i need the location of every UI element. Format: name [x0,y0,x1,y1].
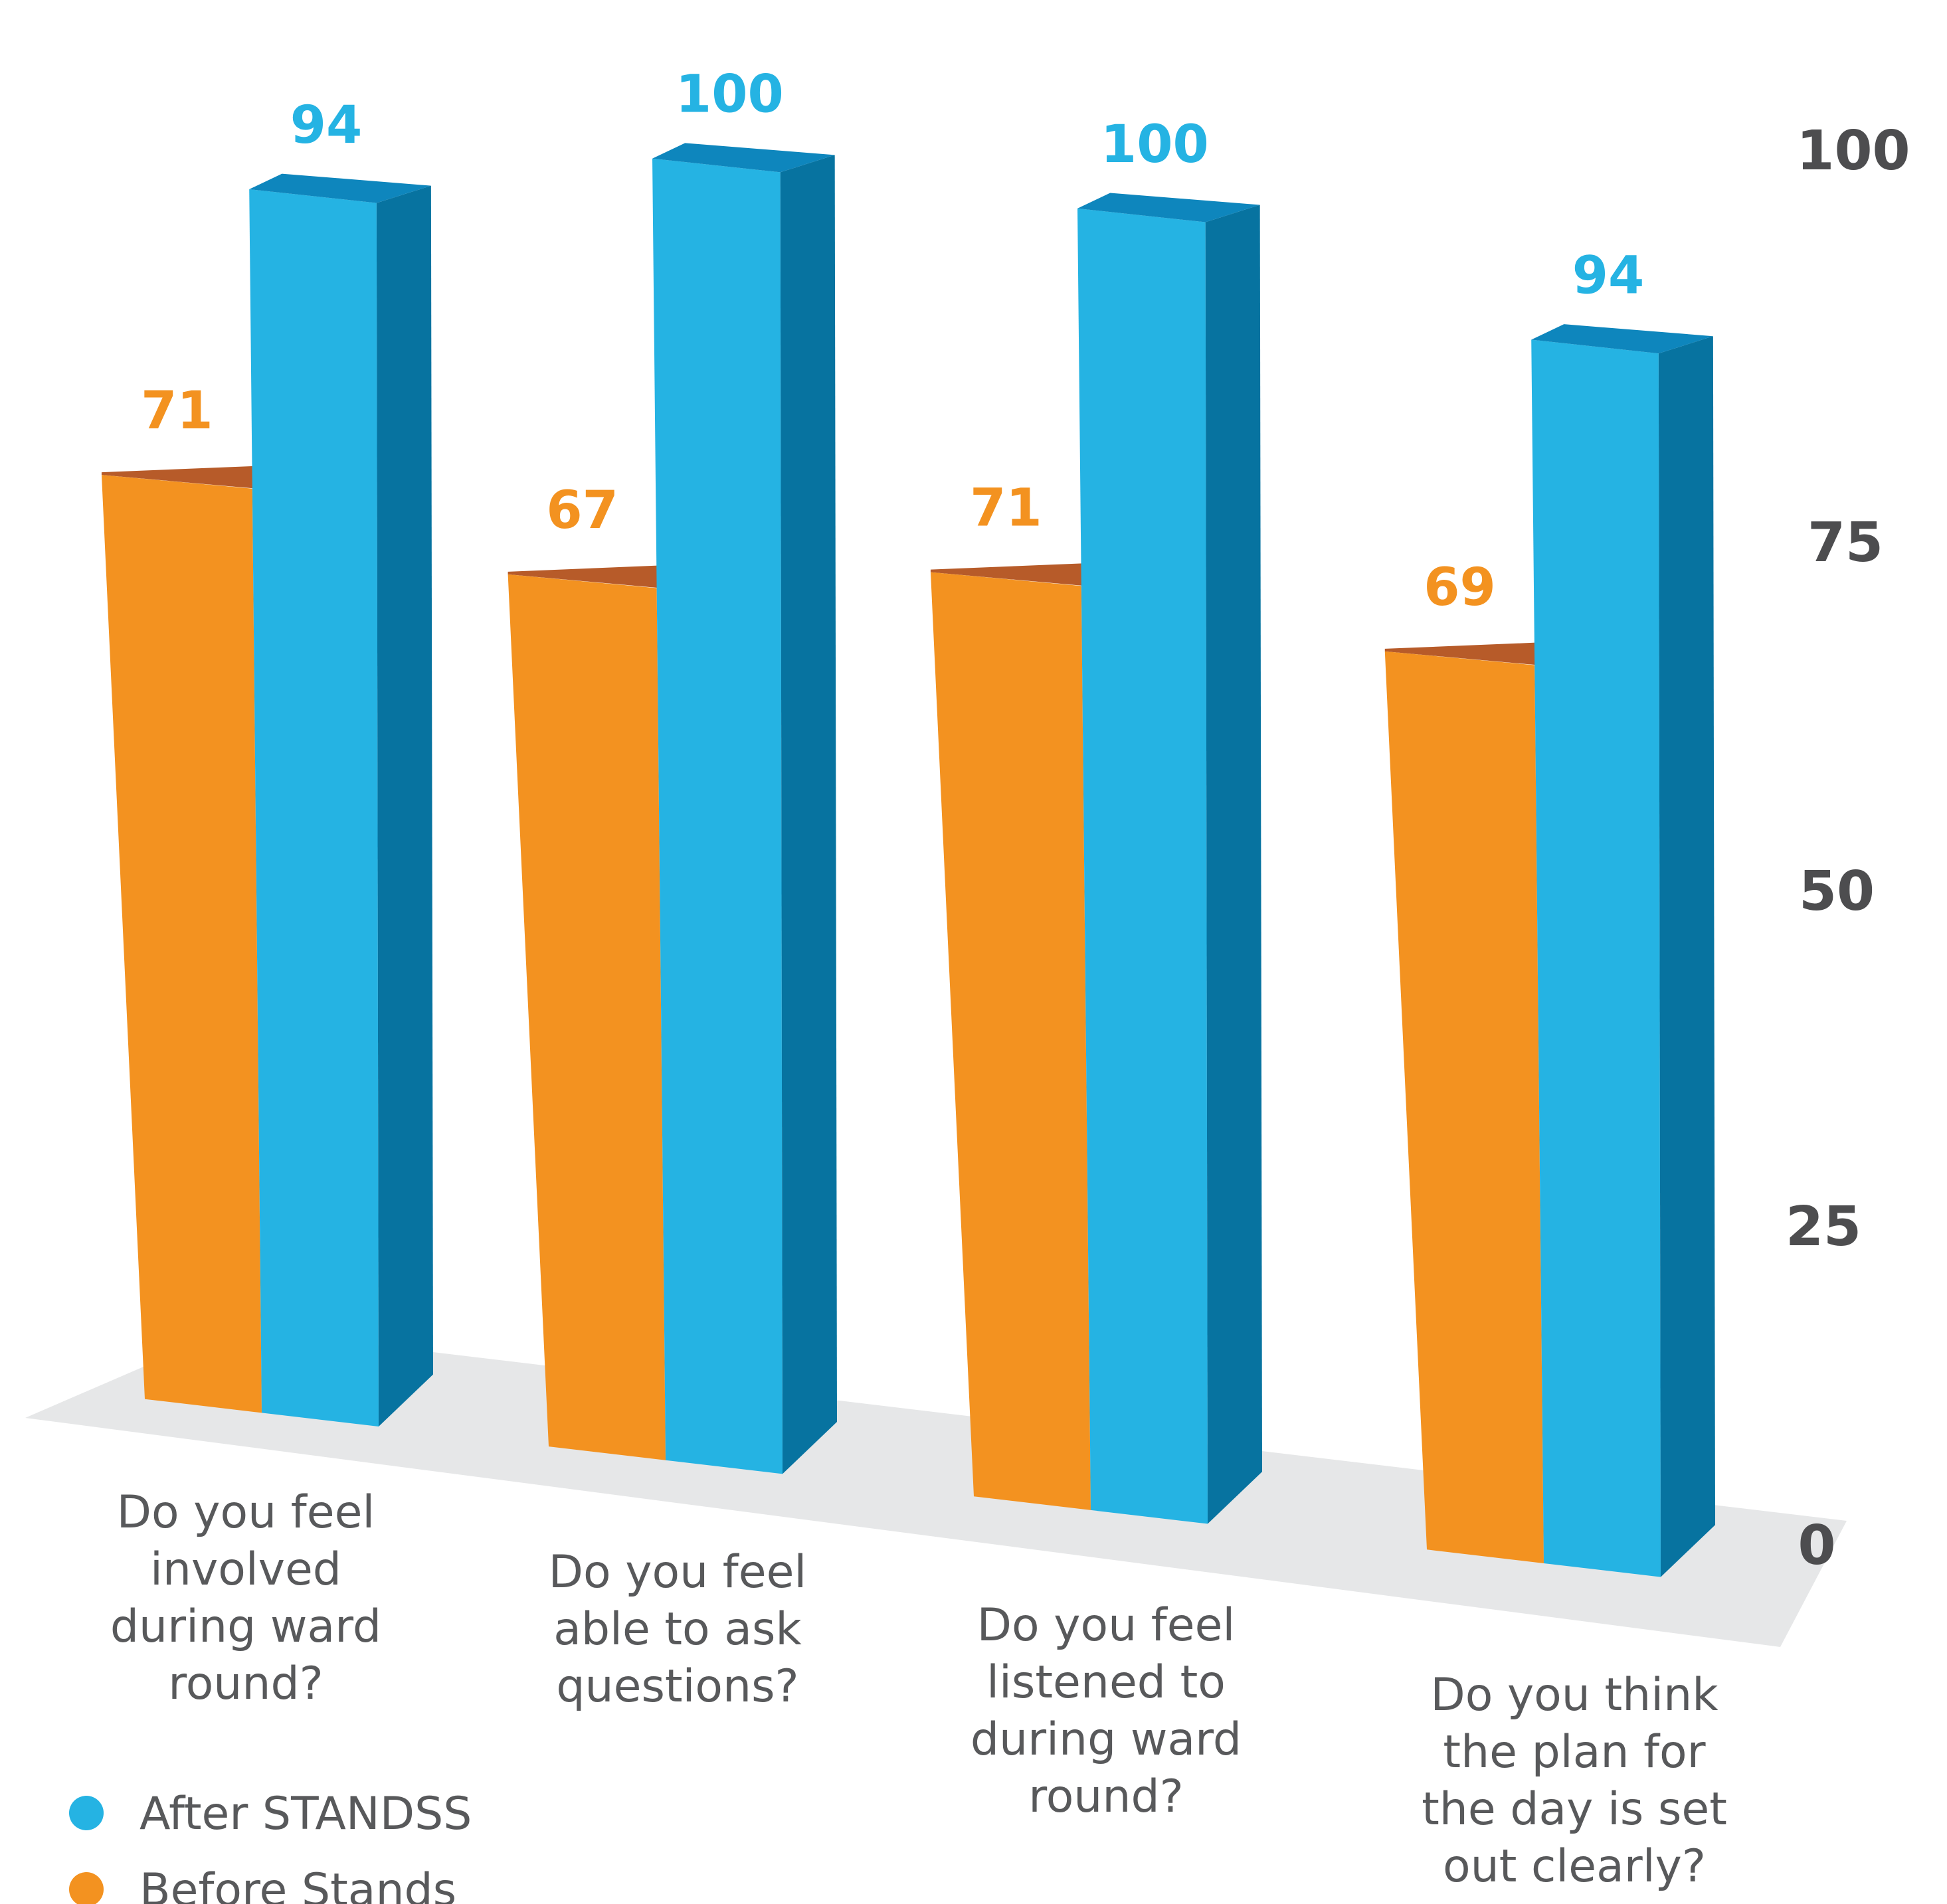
category-label-line: Do you think [1430,1669,1718,1721]
category-label-line: Do you feel [117,1486,375,1539]
bar-before [101,475,262,1413]
legend-label: After STANDSS [139,1788,472,1840]
category-label-line: listened to [986,1656,1226,1709]
bar-after [249,189,379,1427]
data-label-after: 100 [676,65,784,125]
data-label-before: 71 [970,479,1042,539]
bar-side-after [1205,205,1262,1524]
data-label-before: 71 [141,381,213,441]
category-labels: Do you feel involved during ward round?Do y… [110,1486,1727,1893]
bars-group: 71 94 67 100 71 100 69 94 [101,65,1715,1577]
category-label: Do you feel able to ask questions? [549,1546,807,1713]
legend: After STANDSS Before Stands [69,1788,472,1904]
category-label-line: round? [1028,1771,1184,1823]
bar-top-before [508,565,661,588]
legend-marker [69,1796,104,1830]
y-tick-label: 75 [1808,511,1883,574]
y-tick-label: 0 [1798,1514,1835,1577]
y-tick-label: 100 [1796,120,1910,183]
category-label-line: out clearly? [1443,1840,1706,1893]
legend-marker [69,1872,104,1904]
y-tick-label: 25 [1786,1195,1861,1258]
category-label-line: involved [150,1543,341,1596]
category-label-line: round? [168,1658,324,1710]
category-label: Do you feel listened to during ward round? [971,1599,1242,1823]
legend-label: Before Stands [139,1864,456,1904]
data-label-after: 94 [1572,246,1645,306]
category-label-line: able to ask [553,1603,802,1656]
bar-after [1531,339,1661,1577]
data-label-before: 67 [546,481,618,541]
bar-top-before [930,563,1085,586]
category-label-line: Do you feel [977,1599,1236,1652]
bar-before [508,574,666,1460]
category-label-line: the plan for [1443,1726,1705,1778]
category-label: Do you think the plan for the day is set ou… [1422,1669,1727,1893]
bar-after [652,158,783,1474]
bar-after [1077,208,1208,1524]
chart-floor [25,1328,1847,1647]
data-label-after: 94 [290,96,363,155]
category-label-line: questions? [556,1660,798,1713]
data-label-after: 100 [1101,115,1209,175]
category-label: Do you feel involved during ward round? [110,1486,381,1710]
bar-top-after [249,173,431,203]
category-label-line: Do you feel [549,1546,807,1599]
bar-side-after [780,155,837,1474]
bar-top-after [652,143,835,173]
category-label-line: during ward [971,1713,1242,1766]
bar-side-after [1658,336,1715,1577]
bar-top-before [1384,642,1539,665]
bar-top-after [1077,193,1260,222]
bar-top-before [101,466,256,489]
category-label-line: during ward [110,1601,381,1653]
data-label-before: 69 [1424,558,1496,618]
y-tick-label: 50 [1799,860,1875,923]
category-label-line: the day is set [1422,1783,1727,1836]
y-axis-ticks: 0 25 50 75 100 [1786,120,1910,1577]
bar-before [1384,651,1544,1563]
bar-side-after [376,185,433,1427]
bar-before [930,572,1091,1510]
bar-top-after [1531,324,1713,354]
